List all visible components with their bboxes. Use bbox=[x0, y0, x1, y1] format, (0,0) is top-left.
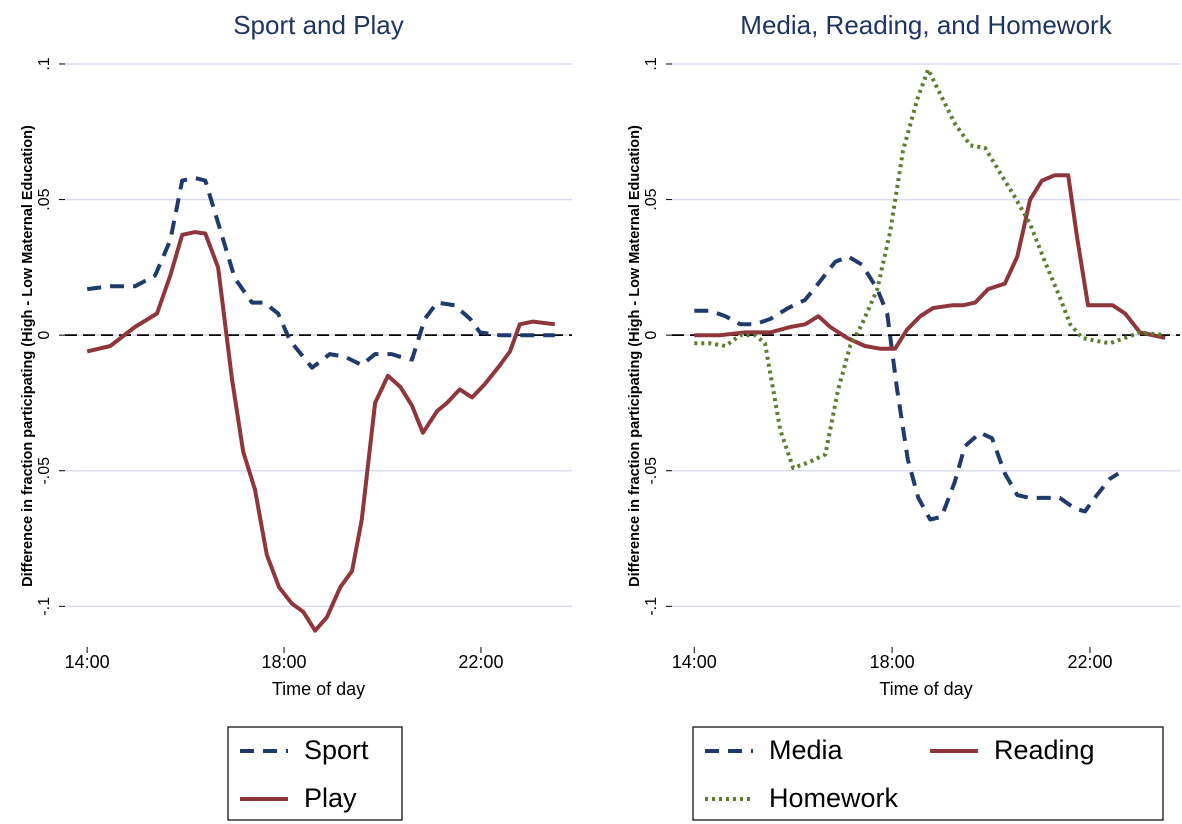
data-line bbox=[694, 254, 1120, 522]
y-tick-label: -.05 bbox=[643, 457, 660, 485]
y-tick-label: .05 bbox=[643, 188, 660, 210]
chart-title: Media, Reading, and Homework bbox=[740, 10, 1112, 40]
y-tick-label: -.05 bbox=[36, 457, 53, 485]
data-line bbox=[86, 175, 555, 370]
x-axis-label: Time of day bbox=[272, 679, 365, 699]
y-axis-label: Difference in fraction participating (Hi… bbox=[20, 125, 36, 587]
legend-box bbox=[692, 726, 1164, 821]
y-tick-label: 0 bbox=[36, 331, 53, 340]
legend-label: Media bbox=[769, 735, 844, 765]
y-axis-label: Difference in fraction participating (Hi… bbox=[627, 125, 643, 587]
y-tick-label: -.1 bbox=[643, 597, 660, 616]
y-tick-label: 0 bbox=[643, 331, 660, 340]
x-tick-label: 22:00 bbox=[458, 652, 503, 672]
x-tick-label: 18:00 bbox=[262, 652, 307, 672]
legend-label: Reading bbox=[994, 735, 1095, 765]
y-tick-label: .05 bbox=[36, 188, 53, 210]
data-line bbox=[694, 173, 1166, 351]
legend-label: Homework bbox=[769, 783, 899, 813]
x-tick-label: 18:00 bbox=[870, 652, 915, 672]
legend-label: Sport bbox=[304, 735, 369, 765]
legend-label: Play bbox=[304, 783, 357, 813]
y-tick-label: -.1 bbox=[36, 597, 53, 616]
chart-title: Sport and Play bbox=[233, 10, 404, 40]
x-tick-label: 14:00 bbox=[65, 652, 110, 672]
legend-box bbox=[227, 726, 403, 821]
x-tick-label: 22:00 bbox=[1067, 652, 1112, 672]
x-axis-label: Time of day bbox=[879, 679, 972, 699]
y-tick-label: .1 bbox=[36, 57, 53, 70]
data-line bbox=[86, 230, 556, 633]
x-tick-label: 14:00 bbox=[672, 652, 717, 672]
y-tick-label: .1 bbox=[643, 57, 660, 70]
data-line bbox=[694, 67, 1166, 470]
